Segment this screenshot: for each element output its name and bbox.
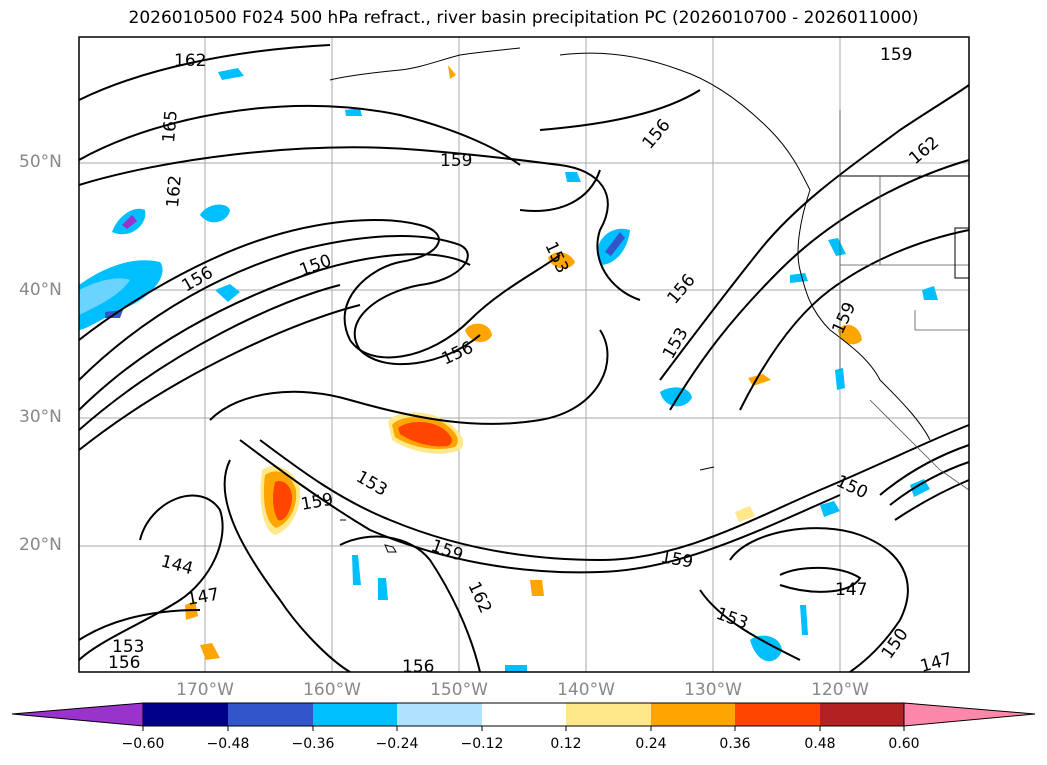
- contour-label: 156: [402, 657, 434, 677]
- map-frame: [78, 36, 970, 673]
- colorbar-min-extend: [11, 702, 144, 727]
- lat-label: 50°N: [19, 152, 62, 172]
- contour-label: 162: [163, 174, 186, 208]
- lon-label: 120°W: [811, 680, 869, 700]
- colorbar-max-extend: [903, 702, 1036, 727]
- contour-label: 165: [159, 109, 182, 143]
- colorbar-segment: [735, 703, 820, 726]
- contour-label: 159: [880, 45, 912, 65]
- colorbar: [11, 702, 1036, 731]
- lon-label: 150°W: [430, 680, 488, 700]
- colorbar-segment: [820, 703, 904, 726]
- colorbar-tick-label: 0.36: [719, 736, 751, 752]
- refractivity-contours: [78, 44, 970, 673]
- colorbar-tick-label: 0.48: [804, 736, 836, 752]
- colorbar-tick-label: −0.12: [460, 736, 504, 752]
- colorbar-tick-label: −0.36: [291, 736, 335, 752]
- coastlines: [329, 47, 970, 553]
- lat-label: 30°N: [19, 407, 62, 427]
- contour-label: 162: [174, 51, 206, 71]
- colorbar-tick-label: −0.24: [375, 736, 419, 752]
- colorbar-tick-label: 0.60: [888, 736, 920, 752]
- lon-label: 130°W: [684, 680, 742, 700]
- colorbar-tick-label: 0.12: [550, 736, 582, 752]
- map-area: [79, 37, 969, 672]
- colorbar-tick-label: 0.24: [635, 736, 667, 752]
- colorbar-segment: [313, 703, 397, 726]
- colorbar-segment: [566, 703, 651, 726]
- contour-label: 147: [835, 580, 867, 600]
- contour-label: 153: [112, 637, 144, 657]
- colorbar-segment: [143, 703, 228, 726]
- colorbar-segment: [651, 703, 735, 726]
- colorbar-segment: [482, 703, 566, 726]
- contour-label: 156: [108, 653, 140, 673]
- colorbar-segment: [397, 703, 482, 726]
- colorbar-segment: [228, 703, 313, 726]
- colorbar-tick-label: −0.48: [206, 736, 250, 752]
- colorbar-outline: [142, 702, 905, 727]
- colorbar-tick-label: −0.60: [121, 736, 165, 752]
- map-title: 2026010500 F024 500 hPa refract., river …: [128, 8, 919, 28]
- lon-label: 140°W: [557, 680, 615, 700]
- lat-label: 20°N: [19, 535, 62, 555]
- contour-label: 159: [440, 151, 472, 171]
- precip-anomaly-fills: [79, 65, 938, 672]
- lon-label: 170°W: [176, 680, 234, 700]
- lon-label: 160°W: [303, 680, 361, 700]
- lat-label: 40°N: [19, 280, 62, 300]
